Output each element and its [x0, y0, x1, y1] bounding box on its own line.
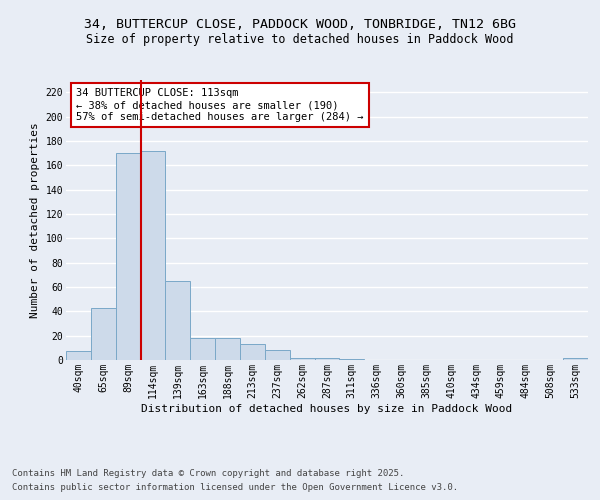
Bar — [140, 150, 166, 360]
Bar — [190, 338, 215, 360]
Bar — [116, 153, 140, 360]
Bar — [91, 308, 116, 360]
X-axis label: Distribution of detached houses by size in Paddock Wood: Distribution of detached houses by size … — [142, 404, 512, 413]
Bar — [314, 358, 340, 360]
Bar — [66, 352, 91, 360]
Bar — [290, 358, 314, 360]
Text: 34, BUTTERCUP CLOSE, PADDOCK WOOD, TONBRIDGE, TN12 6BG: 34, BUTTERCUP CLOSE, PADDOCK WOOD, TONBR… — [84, 18, 516, 30]
Text: 34 BUTTERCUP CLOSE: 113sqm
← 38% of detached houses are smaller (190)
57% of sem: 34 BUTTERCUP CLOSE: 113sqm ← 38% of deta… — [76, 88, 364, 122]
Bar — [340, 359, 364, 360]
Bar — [215, 338, 240, 360]
Bar — [563, 358, 588, 360]
Bar — [166, 281, 190, 360]
Text: Contains HM Land Registry data © Crown copyright and database right 2025.: Contains HM Land Registry data © Crown c… — [12, 468, 404, 477]
Text: Contains public sector information licensed under the Open Government Licence v3: Contains public sector information licen… — [12, 484, 458, 492]
Text: Size of property relative to detached houses in Paddock Wood: Size of property relative to detached ho… — [86, 32, 514, 46]
Bar — [265, 350, 290, 360]
Y-axis label: Number of detached properties: Number of detached properties — [30, 122, 40, 318]
Bar — [240, 344, 265, 360]
